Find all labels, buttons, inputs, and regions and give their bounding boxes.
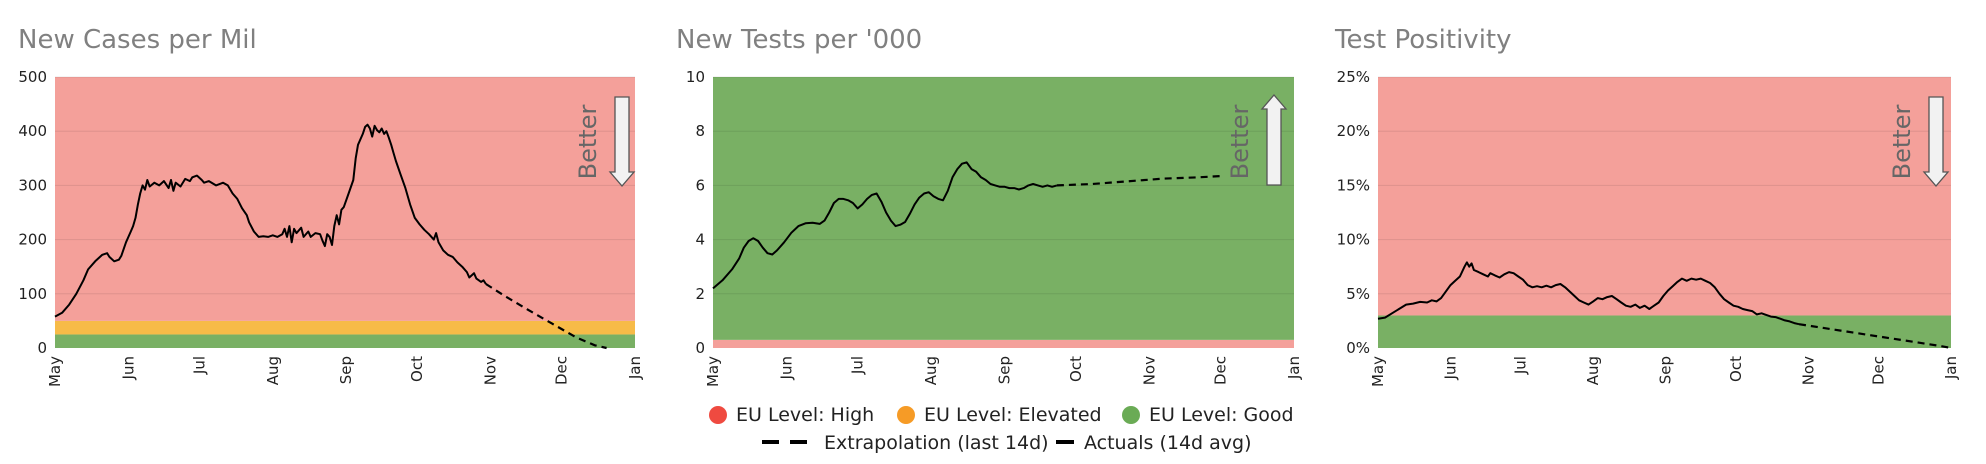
y-tick-label: 400 [18, 122, 47, 140]
legend-extrapolation-label: Extrapolation (last 14d) [824, 432, 1049, 454]
x-tick-label: May [704, 356, 722, 387]
y-tick-label: 8 [695, 122, 705, 140]
band-elevated [55, 320, 635, 335]
arrow-down-icon [1922, 96, 1950, 187]
y-tick-label: 20% [1337, 122, 1370, 140]
x-tick-label: Sep [337, 356, 355, 384]
extrapolation-line [485, 283, 607, 350]
legend-elevated-label: EU Level: Elevated [924, 404, 1102, 426]
y-tick-label: 25% [1337, 68, 1370, 86]
y-tick-label: 200 [18, 231, 47, 249]
x-tick-label: Aug [922, 356, 940, 385]
x-tick-label: Aug [1584, 356, 1602, 385]
x-tick-label: Jun [119, 356, 137, 380]
y-tick-label: 5% [1346, 285, 1370, 303]
actuals-line [1377, 261, 1800, 326]
band-good [1378, 315, 1951, 348]
x-tick-label: Jul [190, 356, 208, 375]
legend-actuals-label: Actuals (14d avg) [1084, 432, 1252, 454]
legend-good-label: EU Level: Good [1149, 404, 1294, 426]
y-tick-label: 0% [1346, 339, 1370, 357]
arrow-down-icon [608, 96, 636, 187]
x-tick-label: Jan [1942, 356, 1960, 380]
x-tick-label: Oct [1727, 356, 1745, 382]
legend-good-dot [1122, 406, 1140, 424]
y-tick-label: 2 [695, 285, 705, 303]
x-tick-label: May [1369, 356, 1387, 387]
x-tick-label: May [46, 356, 64, 387]
x-tick-label: Dec [553, 356, 571, 385]
actuals-line [712, 161, 1058, 290]
extrapolation-line [1798, 323, 1952, 350]
legend-high-dot [709, 406, 727, 424]
y-tick-label: 0 [37, 339, 47, 357]
y-tick-label: 0 [695, 339, 705, 357]
x-tick-label: Dec [1211, 356, 1229, 385]
legend-high-label: EU Level: High [736, 404, 874, 426]
actuals-line [54, 123, 487, 318]
band-good [55, 334, 635, 348]
x-tick-label: Jul [1512, 356, 1530, 375]
better-annotation: Better [1226, 105, 1254, 180]
band-high [1378, 77, 1951, 316]
x-tick-label: Dec [1869, 356, 1887, 385]
x-tick-label: Nov [1140, 356, 1158, 385]
y-tick-label: 500 [18, 68, 47, 86]
better-annotation: Better [1888, 105, 1916, 180]
y-tick-label: 10 [686, 68, 705, 86]
x-tick-label: Nov [1799, 356, 1817, 385]
arrow-up-icon [1260, 94, 1288, 186]
better-annotation: Better [574, 105, 602, 180]
x-tick-label: Jun [778, 356, 796, 380]
chart-panel-2: New Tests per '000 0 2 4 6 8 10 May Jun Jul Aug Sep… [676, 25, 1303, 387]
y-tick-label: 6 [695, 176, 705, 194]
x-tick-label: Oct [1067, 356, 1085, 382]
y-tick-label: 300 [18, 176, 47, 194]
x-tick-label: Jan [626, 356, 644, 380]
band-good [713, 77, 1294, 340]
chart-title: New Tests per '000 [676, 25, 922, 55]
x-tick-label: Sep [1657, 356, 1675, 384]
chart-title: Test Positivity [1334, 25, 1512, 55]
legend-elevated-dot [897, 406, 915, 424]
x-tick-label: Nov [482, 356, 500, 385]
y-tick-label: 10% [1337, 231, 1370, 249]
band-high [713, 339, 1294, 348]
band-high [55, 77, 635, 321]
x-tick-label: Jun [1442, 356, 1460, 380]
chart-panel-1: New Cases per Mil 0 100 200 300 400 500 May Jun J… [18, 25, 644, 387]
x-tick-label: Jan [1285, 356, 1303, 380]
x-tick-label: Oct [408, 356, 426, 382]
y-tick-label: 15% [1337, 176, 1370, 194]
y-tick-label: 100 [18, 285, 47, 303]
chart-title: New Cases per Mil [18, 25, 257, 55]
y-tick-label: 4 [695, 231, 705, 249]
x-tick-label: Jul [849, 356, 867, 375]
x-tick-label: Sep [996, 356, 1014, 384]
chart-panel-3: Test Positivity 0% 5% 10% 15% 20% 25% May Jun Jul… [1334, 25, 1960, 387]
x-tick-label: Aug [264, 356, 282, 385]
extrapolation-line [1056, 174, 1223, 187]
legend: EU Level: High EU Level: Elevated EU Lev… [709, 404, 1294, 454]
